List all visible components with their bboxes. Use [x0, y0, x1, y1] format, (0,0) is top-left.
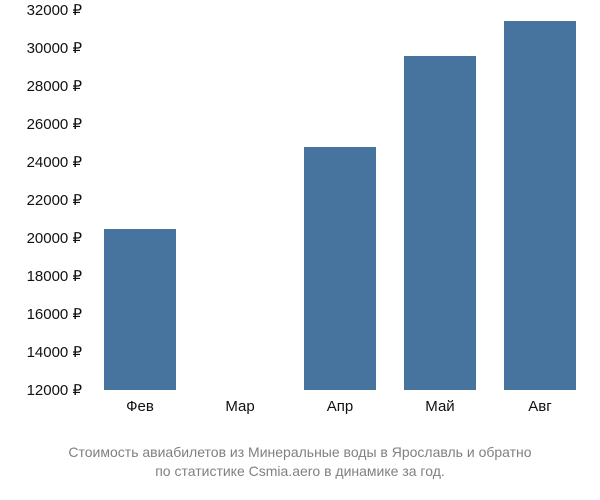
caption-line-2: по статистике Csmia.aero в динамике за г…	[0, 462, 600, 482]
y-tick-label: 12000 ₽	[27, 381, 82, 399]
y-tick-label: 20000 ₽	[27, 229, 82, 247]
y-axis: 12000 ₽14000 ₽16000 ₽18000 ₽20000 ₽22000…	[0, 10, 90, 390]
plot-area	[90, 10, 590, 390]
x-tick-label: Фев	[126, 398, 154, 415]
x-tick-label: Май	[425, 398, 454, 415]
x-tick-label: Авг	[528, 398, 551, 415]
bar	[304, 147, 376, 390]
y-tick-label: 32000 ₽	[27, 1, 82, 19]
x-tick-label: Апр	[327, 398, 353, 415]
price-chart: 12000 ₽ 14000 ₽ 16000 ₽ 18000 ₽ 20000 ₽ 22000…	[0, 10, 600, 430]
bar	[104, 229, 176, 391]
x-axis: Фев Мар Апр Май Авг	[90, 398, 590, 428]
x-tick-label: Мар	[225, 398, 254, 415]
y-tick-label: 24000 ₽	[27, 153, 82, 171]
y-tick-label: 14000 ₽	[27, 343, 82, 361]
y-tick-label: 30000 ₽	[27, 39, 82, 57]
bar	[404, 56, 476, 390]
y-tick-label: 26000 ₽	[27, 115, 82, 133]
caption-line-1: Стоимость авиабилетов из Минеральные вод…	[0, 443, 600, 463]
y-tick-label: 28000 ₽	[27, 77, 82, 95]
y-tick-label: 22000 ₽	[27, 191, 82, 209]
bar	[504, 21, 576, 390]
chart-caption: Стоимость авиабилетов из Минеральные вод…	[0, 443, 600, 482]
y-tick-label: 16000 ₽	[27, 305, 82, 323]
y-tick-label: 18000 ₽	[27, 267, 82, 285]
